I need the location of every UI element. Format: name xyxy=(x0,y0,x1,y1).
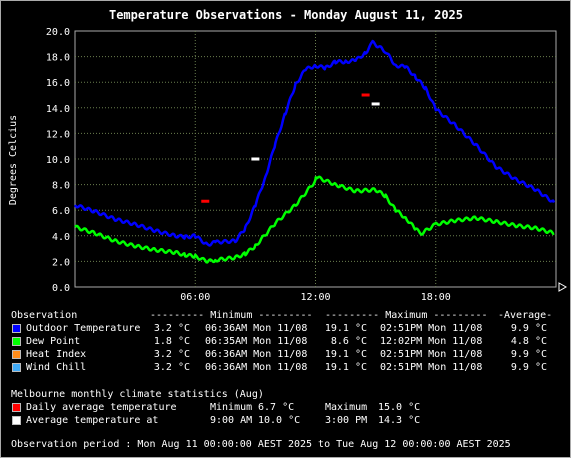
y-tick-label: 14.0 xyxy=(46,104,70,115)
climate-min-value: 6.7 °C xyxy=(258,402,295,413)
stat-min: 3.2 °C xyxy=(153,323,190,334)
stat-row-label: Wind Chill xyxy=(26,362,87,373)
hourly-average-marker xyxy=(251,157,260,161)
hourly-average-marker xyxy=(371,102,380,106)
stat-min-time: 06:36AM Mon 11/08 xyxy=(205,362,308,373)
y-axis-label: Degrees Celcius xyxy=(8,115,19,205)
legend-swatch xyxy=(12,350,21,359)
observation-period: Observation period : Mon Aug 11 00:00:00… xyxy=(11,439,511,450)
stat-avg: 4.8 °C xyxy=(510,336,547,347)
stat-max-time: 02:51PM Mon 11/08 xyxy=(380,349,483,360)
x-tick-label: 06:00 xyxy=(180,292,210,300)
stat-row-label: Dew Point xyxy=(26,336,81,347)
stats-header-observation: Observation xyxy=(11,310,78,321)
stats-header-maximum: --------- Maximum --------- xyxy=(325,310,488,321)
climate-swatch xyxy=(12,403,21,412)
climate-label: Average temperature at xyxy=(26,415,159,426)
stat-min-time: 06:36AM Mon 11/08 xyxy=(205,323,308,334)
climate-swatch xyxy=(12,416,21,425)
climate-max-value: 15.0 °C xyxy=(378,402,421,413)
daily-average-marker xyxy=(201,199,210,203)
chart-svg: Temperature Observations - Monday August… xyxy=(8,8,568,300)
stat-max: 19.1 °C xyxy=(324,349,367,360)
climate-max-value: 14.3 °C xyxy=(378,415,421,426)
stat-avg: 9.9 °C xyxy=(510,362,547,373)
stat-max-time: 02:51PM Mon 11/08 xyxy=(380,362,483,373)
chart-title: Temperature Observations - Monday August… xyxy=(109,8,463,22)
stat-max-time: 12:02PM Mon 11/08 xyxy=(380,336,483,347)
y-tick-label: 0.0 xyxy=(52,283,70,294)
series-lines xyxy=(73,39,556,264)
climate-label: Daily average temperature xyxy=(26,402,177,413)
y-tick-label: 12.0 xyxy=(46,129,70,140)
y-tick-label: 8.0 xyxy=(52,181,70,192)
y-tick-labels: 0.0 2.0 4.0 6.0 8.0 10.0 12.0 14.0 16.0 18.0 20.0 xyxy=(46,27,70,294)
legend-swatch xyxy=(12,363,21,372)
climate-min-label: Minimum xyxy=(210,402,253,413)
climate-min-label: 9:00 AM xyxy=(210,415,253,426)
stat-avg: 9.9 °C xyxy=(510,323,547,334)
legend-swatch xyxy=(12,324,21,333)
climate-max-label: 3:00 PM xyxy=(325,415,368,426)
stats-header-average: -Average- xyxy=(498,310,553,321)
stat-max: 8.6 °C xyxy=(330,336,367,347)
y-tick-label: 10.0 xyxy=(46,155,70,166)
x-tick-labels: 06:00 12:00 18:00 xyxy=(180,292,451,300)
legend-swatch xyxy=(12,337,21,346)
series-line-outdoor-temperature xyxy=(73,39,556,247)
stat-min-time: 06:36AM Mon 11/08 xyxy=(205,349,308,360)
stat-max: 19.1 °C xyxy=(324,362,367,373)
y-tick-label: 16.0 xyxy=(46,78,70,89)
stat-min: 3.2 °C xyxy=(153,349,190,360)
climate-max-label: Maximum xyxy=(325,402,368,413)
series-line-dew-point xyxy=(74,175,555,264)
stat-avg: 9.9 °C xyxy=(510,349,547,360)
stat-min: 3.2 °C xyxy=(153,362,190,373)
climate-heading: Melbourne monthly climate statistics (Au… xyxy=(11,389,264,400)
stat-min-time: 06:35AM Mon 11/08 xyxy=(205,336,308,347)
stat-max-time: 02:51PM Mon 11/08 xyxy=(380,323,483,334)
stats-header-minimum: --------- Minimum --------- xyxy=(150,310,313,321)
stat-max: 19.1 °C xyxy=(324,323,367,334)
stat-row-label: Heat Index xyxy=(26,349,87,360)
y-tick-label: 4.0 xyxy=(52,232,70,243)
y-tick-label: 6.0 xyxy=(52,206,70,217)
x-tick-label: 12:00 xyxy=(300,292,330,300)
climate-min-value: 10.0 °C xyxy=(258,415,301,426)
grid xyxy=(75,31,556,287)
stat-row-label: Outdoor Temperature xyxy=(26,323,141,334)
y-tick-label: 20.0 xyxy=(46,27,70,38)
x-tick-label: 18:00 xyxy=(421,292,451,300)
daily-average-marker xyxy=(361,93,370,97)
stat-min: 1.8 °C xyxy=(153,336,190,347)
y-tick-label: 2.0 xyxy=(52,257,70,268)
axis-arrow-icon xyxy=(558,282,568,292)
y-tick-label: 18.0 xyxy=(46,53,70,64)
climate-markers xyxy=(201,93,380,203)
